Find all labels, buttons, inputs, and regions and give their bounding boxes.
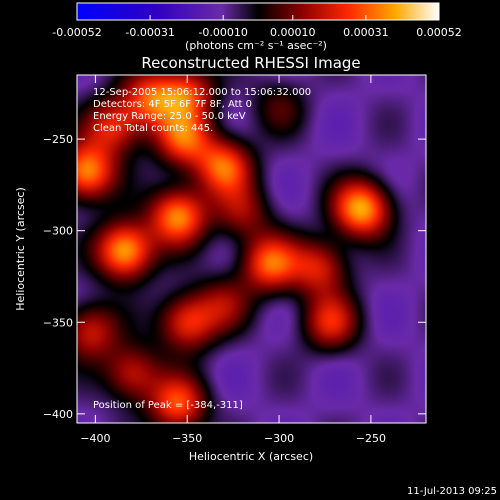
y-tick-label: −250	[43, 133, 73, 146]
x-tick-label: −350	[172, 432, 202, 445]
y-tick-label: −350	[43, 316, 73, 329]
annotation-energy: Energy Range: 25.0 - 50.0 keV	[93, 111, 246, 122]
colorbar	[76, 2, 440, 21]
plot-frame	[76, 74, 427, 424]
annotation-detectors: Detectors: 4F 5F 6F 7F 8F, Att 0	[93, 99, 252, 110]
x-tick-label: −250	[356, 432, 386, 445]
colorbar-tick-label: -0.00010	[198, 26, 247, 39]
peak-position-label: Position of Peak = [-384,-311]	[93, 400, 243, 411]
annotation-block: 12-Sep-2005 15:06:12.000 to 15:06:32.000…	[93, 87, 311, 134]
colorbar-tick-label: 0.00052	[416, 26, 462, 39]
x-tick-label: −300	[264, 432, 294, 445]
colorbar-tick-label: -0.00031	[125, 26, 174, 39]
timestamp: 11-Jul-2013 09:25	[407, 486, 497, 497]
annotation-clean: Clean Total counts: 445.	[93, 123, 213, 134]
annotation-time: 12-Sep-2005 15:06:12.000 to 15:06:32.000	[93, 87, 311, 98]
colorbar-unit-label: (photons cm⁻² s⁻¹ asec⁻²)	[185, 39, 327, 52]
y-axis-label: Heliocentric Y (arcsec)	[14, 187, 27, 311]
heatmap-image	[77, 75, 426, 423]
colorbar-tick-label: -0.00052	[52, 26, 101, 39]
chart-title: Reconstructed RHESSI Image	[141, 54, 360, 72]
axes: −400 −350 −300 −250 −250 −300 −350 −400	[43, 75, 426, 445]
y-tick-label: −300	[43, 225, 73, 238]
x-tick-label: −400	[80, 432, 110, 445]
colorbar-ticks: -0.00052 -0.00031 -0.00010 0.00010 0.00031 0.…	[52, 15, 462, 39]
colorbar-tick-label: 0.00010	[270, 26, 316, 39]
colorbar-tick-label: 0.00031	[343, 26, 389, 39]
x-axis-label: Heliocentric X (arcsec)	[189, 450, 313, 463]
y-tick-label: −400	[43, 408, 73, 421]
